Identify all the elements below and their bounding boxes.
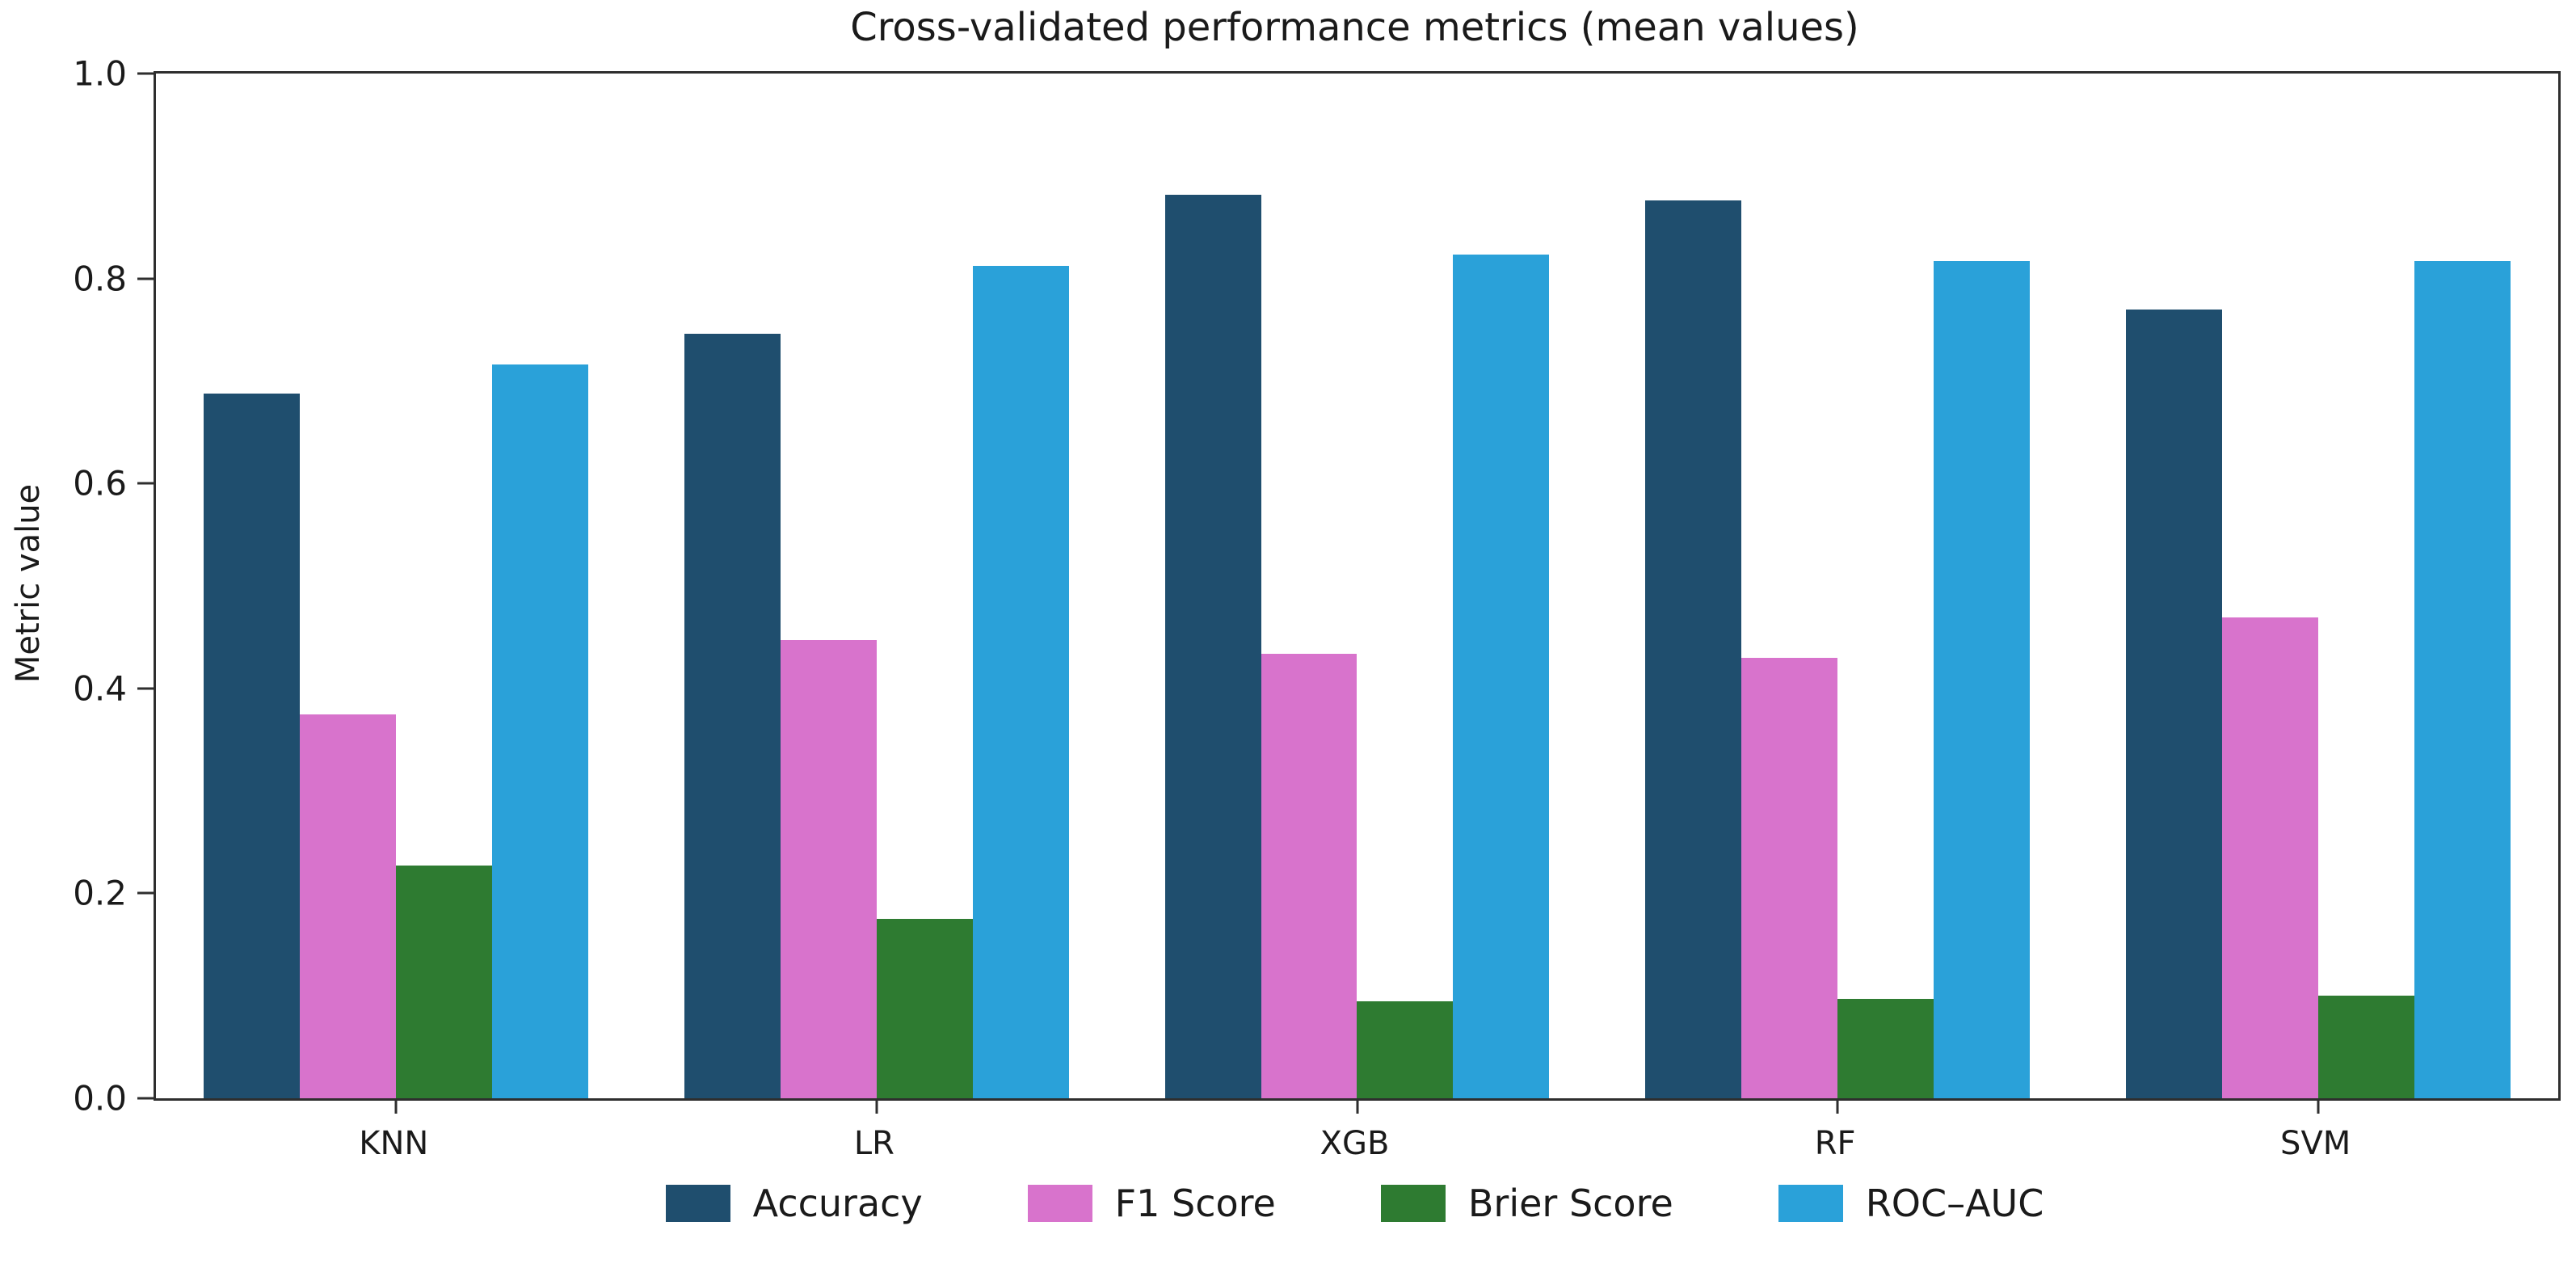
bar-group-rf: [1597, 74, 2078, 1098]
bar-lr-roc-auc: [972, 266, 1069, 1098]
legend-item-accuracy: Accuracy: [665, 1182, 923, 1225]
y-tick-mark: [137, 277, 154, 280]
x-tick-label-rf: RF: [1814, 1125, 1856, 1162]
bar-xgb-f1-score: [1261, 653, 1357, 1098]
bar-knn-accuracy: [204, 393, 301, 1098]
y-tick-mark: [137, 482, 154, 485]
bar-xgb-roc-auc: [1453, 255, 1550, 1098]
bar-rf-f1-score: [1741, 657, 1838, 1098]
legend: Accuracy F1 Score Brier Score ROC–AUC: [154, 1182, 2556, 1225]
bar-knn-f1-score: [300, 714, 397, 1098]
bar-knn-brier-score: [396, 866, 493, 1098]
legend-label: Brier Score: [1467, 1182, 1673, 1225]
chart-title: Cross-validated performance metrics (mea…: [850, 5, 1859, 50]
bar-svm-f1-score: [2221, 617, 2318, 1098]
bar-svm-brier-score: [2317, 996, 2414, 1098]
y-tick-mark: [137, 687, 154, 690]
x-tick-mark: [875, 1101, 878, 1114]
bar-group-inner: [1645, 74, 2030, 1098]
legend-swatch-icon: [1380, 1185, 1446, 1222]
bar-group-inner: [1164, 74, 1550, 1098]
bar-group-inner: [684, 74, 1069, 1098]
y-axis-label: Metric value: [10, 483, 47, 684]
y-tick-label: 0.8: [73, 259, 127, 299]
y-tick-mark: [137, 72, 154, 75]
bar-group-svm: [2077, 74, 2558, 1098]
bar-knn-roc-auc: [492, 364, 589, 1098]
bar-rf-accuracy: [1645, 200, 1742, 1098]
legend-item-brier-score: Brier Score: [1380, 1182, 1673, 1225]
bar-lr-brier-score: [876, 919, 973, 1098]
bar-group-inner: [2125, 74, 2511, 1098]
x-tick-label-knn: KNN: [359, 1125, 429, 1162]
x-tick-label-lr: LR: [853, 1125, 894, 1162]
bar-rf-roc-auc: [1934, 261, 2030, 1098]
bar-xgb-accuracy: [1164, 194, 1261, 1098]
legend-label: F1 Score: [1114, 1182, 1276, 1225]
x-tick-label-svm: SVM: [2280, 1125, 2351, 1162]
legend-swatch-icon: [665, 1185, 730, 1222]
legend-item-roc-auc: ROC–AUC: [1778, 1182, 2044, 1225]
x-tick-mark: [1356, 1101, 1358, 1114]
legend-label: ROC–AUC: [1865, 1182, 2044, 1225]
legend-swatch-icon: [1778, 1185, 1843, 1222]
bar-svm-roc-auc: [2414, 261, 2511, 1098]
bar-xgb-brier-score: [1357, 1000, 1454, 1098]
x-tick-label-xgb: XGB: [1320, 1125, 1390, 1162]
bar-group-knn: [156, 74, 637, 1098]
y-tick-label: 0.6: [73, 463, 127, 503]
legend-label: Accuracy: [752, 1182, 923, 1225]
y-tick-label: 0.4: [73, 668, 127, 709]
x-tick-mark: [1836, 1101, 1839, 1114]
bar-svm-accuracy: [2125, 309, 2222, 1098]
y-tick-mark: [137, 1097, 154, 1100]
plot-area: 0.0 0.2 0.4 0.6 0.8 1.0: [73, 54, 2561, 1118]
bar-group-lr: [637, 74, 1118, 1098]
y-tick-label: 0.2: [73, 873, 127, 913]
bar-lr-accuracy: [684, 334, 781, 1098]
x-tick-mark: [2317, 1101, 2320, 1114]
y-tick-label: 0.0: [73, 1078, 127, 1118]
bar-lr-f1-score: [780, 640, 877, 1098]
legend-item-f1-score: F1 Score: [1027, 1182, 1276, 1225]
bar-rf-brier-score: [1837, 999, 1934, 1098]
y-tick-label: 1.0: [73, 53, 127, 94]
legend-swatch-icon: [1027, 1185, 1092, 1222]
bar-group-xgb: [1117, 74, 1597, 1098]
bar-group-inner: [204, 74, 589, 1098]
y-tick-mark: [137, 891, 154, 895]
x-tick-mark: [394, 1101, 398, 1114]
